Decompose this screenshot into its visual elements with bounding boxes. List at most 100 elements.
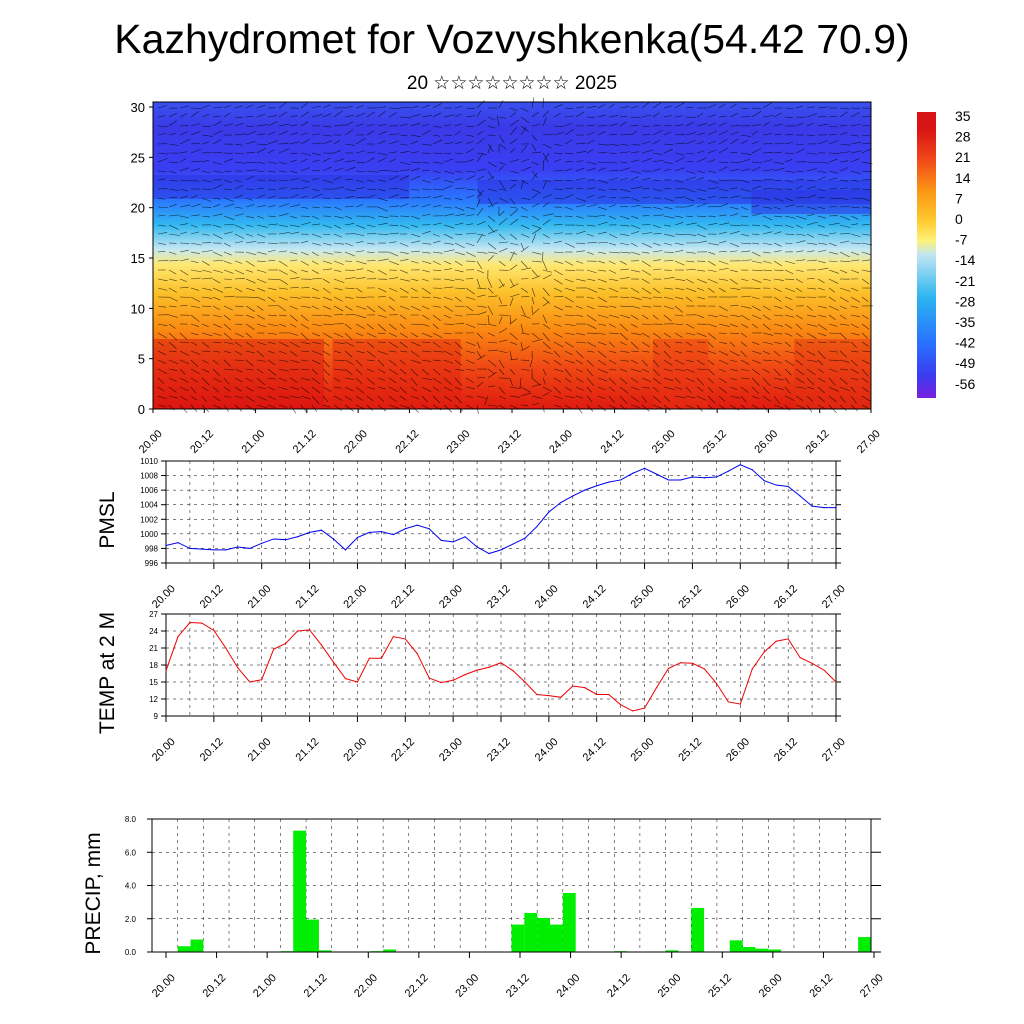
wind-vector bbox=[366, 305, 376, 313]
wind-vector bbox=[355, 386, 365, 394]
wind-vector bbox=[245, 104, 254, 109]
wind-vector bbox=[531, 269, 538, 277]
wind-vector bbox=[443, 386, 453, 392]
wind-vector bbox=[223, 295, 235, 298]
wind-vector bbox=[806, 186, 816, 190]
wind-vector bbox=[234, 332, 244, 338]
wind-vector bbox=[267, 386, 275, 391]
wind-vector bbox=[421, 359, 431, 362]
x-tick-label: 23.12 bbox=[496, 428, 524, 456]
wind-vector bbox=[817, 161, 829, 164]
wind-vector bbox=[355, 260, 367, 265]
wind-vector bbox=[487, 255, 495, 262]
wind-vector bbox=[839, 386, 850, 392]
wind-vector bbox=[388, 260, 400, 266]
wind-vector bbox=[223, 123, 233, 127]
wind-vector bbox=[355, 314, 367, 319]
wind-vector bbox=[498, 260, 506, 267]
wind-vector bbox=[344, 404, 355, 412]
wind-vector bbox=[608, 133, 617, 136]
wind-vector bbox=[784, 368, 792, 376]
wind-vector bbox=[498, 116, 507, 119]
wind-vector bbox=[751, 130, 759, 136]
wind-vector bbox=[344, 166, 356, 172]
wind-vector bbox=[641, 359, 648, 367]
precip-bar bbox=[691, 907, 705, 952]
wind-vector bbox=[278, 305, 287, 312]
wind-vector bbox=[333, 287, 343, 291]
wind-vector bbox=[377, 359, 385, 367]
wind-vector bbox=[465, 107, 475, 109]
wind-vector bbox=[520, 341, 523, 350]
wind-vector bbox=[234, 350, 242, 356]
wind-vector bbox=[641, 260, 652, 267]
wind-vector bbox=[652, 296, 662, 298]
wind-vector bbox=[773, 305, 783, 309]
data-point bbox=[225, 647, 227, 649]
wind-vector bbox=[311, 159, 320, 163]
wind-vector bbox=[322, 323, 334, 326]
wind-vector bbox=[289, 269, 297, 274]
x-tick-label: 27.00 bbox=[858, 972, 886, 1000]
wind-vector bbox=[553, 125, 564, 127]
data-point bbox=[787, 638, 789, 640]
data-point bbox=[835, 507, 837, 509]
wind-vector bbox=[311, 105, 322, 109]
x-tick-label: 22.00 bbox=[341, 736, 369, 764]
wind-vector bbox=[861, 269, 872, 273]
wind-vector bbox=[564, 269, 576, 272]
wind-vector bbox=[795, 179, 805, 181]
wind-vector bbox=[663, 125, 672, 127]
wind-vector bbox=[729, 161, 741, 163]
wind-vector bbox=[784, 204, 795, 208]
wind-vector bbox=[630, 242, 638, 247]
wind-vector bbox=[641, 278, 650, 284]
data-point bbox=[739, 703, 741, 705]
wind-vector bbox=[399, 341, 408, 348]
wind-vector bbox=[399, 123, 408, 127]
wind-vector bbox=[212, 139, 222, 145]
wind-vector bbox=[509, 332, 518, 340]
wind-vector bbox=[212, 332, 222, 336]
precip-bar bbox=[562, 892, 576, 952]
wind-vector bbox=[234, 123, 244, 127]
x-tick-label: 26.12 bbox=[807, 972, 835, 1000]
wind-vector bbox=[399, 106, 411, 109]
wind-vector bbox=[718, 250, 727, 253]
wind-vector bbox=[828, 115, 837, 118]
wind-vector bbox=[674, 314, 684, 317]
wind-vector bbox=[509, 218, 519, 226]
wind-vector bbox=[608, 188, 617, 191]
wind-vector bbox=[421, 386, 432, 393]
wind-vector bbox=[157, 278, 168, 282]
wind-vector bbox=[795, 224, 803, 229]
wind-vector bbox=[333, 206, 342, 211]
wind-vector bbox=[465, 305, 474, 312]
wind-vector bbox=[619, 277, 630, 280]
wind-vector bbox=[773, 197, 784, 202]
wind-vector bbox=[861, 359, 870, 365]
wind-vector bbox=[740, 350, 747, 358]
wind-vector bbox=[168, 278, 177, 282]
x-tick-label: 23.00 bbox=[453, 972, 481, 1000]
wind-vector bbox=[278, 377, 288, 382]
wind-vector bbox=[212, 121, 222, 127]
wind-vector bbox=[344, 296, 354, 299]
wind-vector bbox=[652, 159, 664, 163]
data-point bbox=[703, 668, 705, 670]
grid bbox=[165, 461, 837, 563]
wind-vector bbox=[377, 152, 388, 156]
wind-vector bbox=[762, 122, 770, 127]
wind-vector bbox=[553, 260, 563, 264]
wind-vector bbox=[212, 341, 222, 344]
wind-vector bbox=[641, 395, 647, 403]
wind-vector bbox=[531, 228, 542, 235]
wind-vector bbox=[300, 350, 309, 352]
wind-vector bbox=[190, 277, 201, 280]
wind-vector bbox=[674, 115, 683, 118]
wind-vector bbox=[234, 105, 243, 109]
wind-vector bbox=[355, 161, 366, 163]
wind-vector bbox=[157, 232, 168, 235]
wind-vector bbox=[685, 132, 697, 136]
wind-vector bbox=[179, 269, 189, 276]
